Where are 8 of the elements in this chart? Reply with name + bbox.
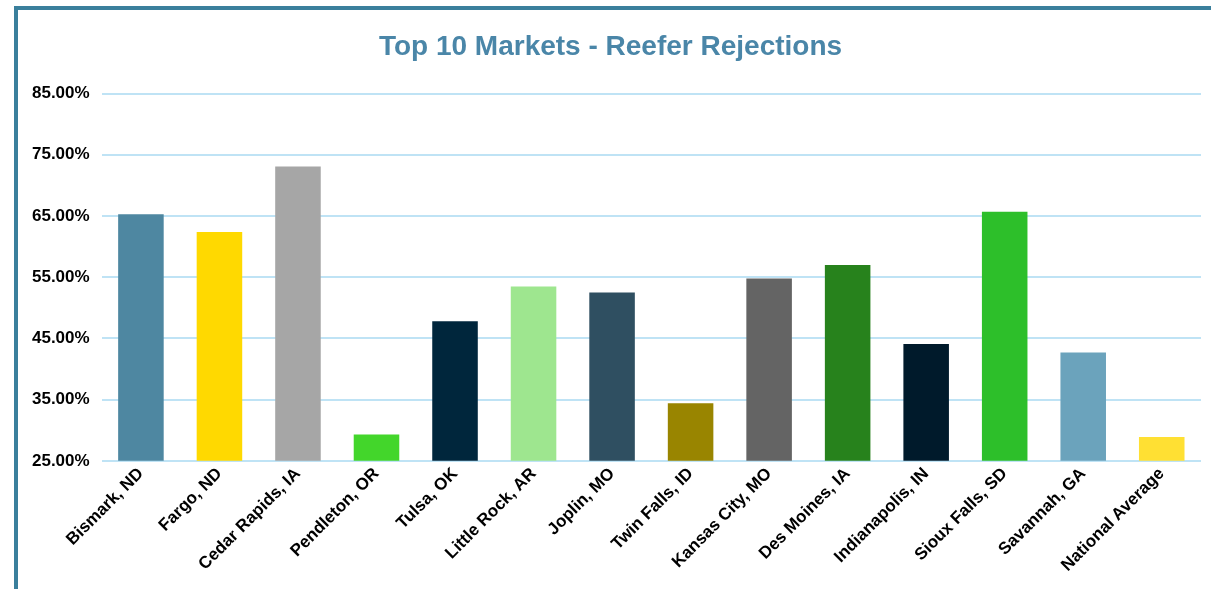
y-tick-label: 65.00% [31,205,90,225]
y-tick-label: 55.00% [31,266,90,286]
y-tick-label: 25.00% [31,450,90,470]
y-tick-label: 35.00% [31,389,90,409]
y-tick-label: 75.00% [31,144,90,164]
y-tick-label: 85.00% [31,83,90,103]
y-tick-label: 45.00% [31,328,90,348]
chart-title: Top 10 Markets - Reefer Rejections [378,29,843,61]
